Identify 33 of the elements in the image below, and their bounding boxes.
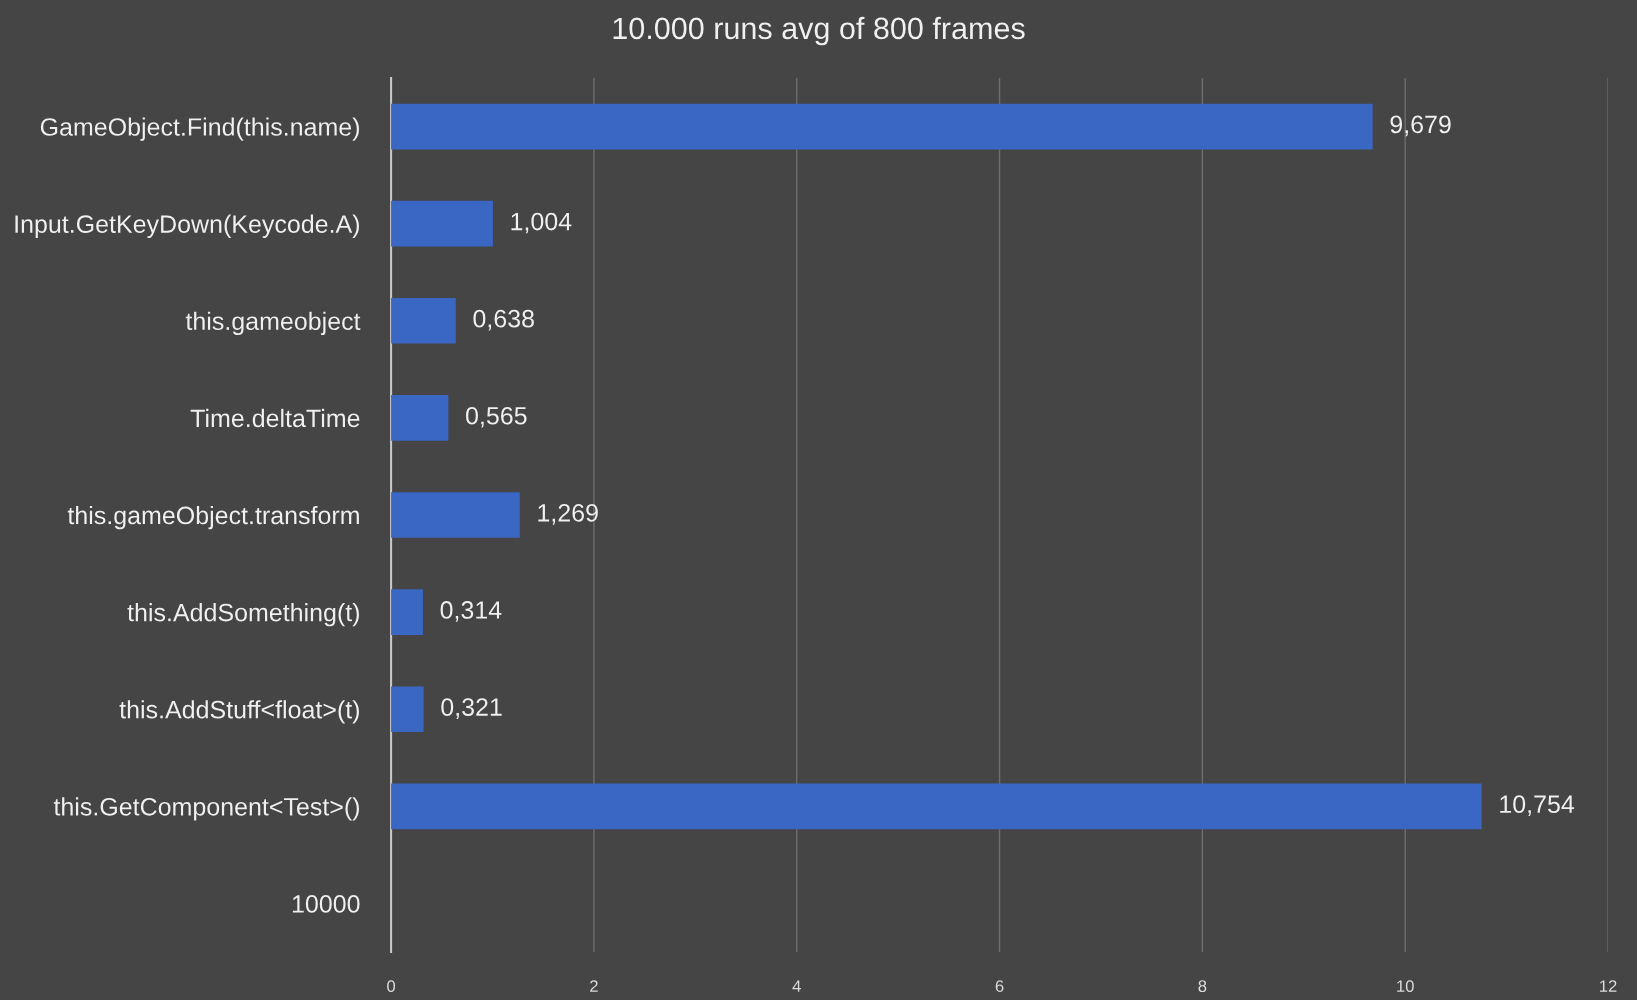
data-label: 1,269 <box>538 504 598 525</box>
x-tick-label: 8 <box>1198 980 1207 993</box>
data-label: 0,638 <box>473 309 534 331</box>
y-tick-label: this.AddStuff<float>(t) <box>119 700 359 724</box>
y-tick-label: this.gameObject.transform <box>67 505 359 530</box>
x-tick-label: 10 <box>1397 980 1414 993</box>
y-tick-label: Input.GetKeyDown(Keycode.A) <box>15 214 359 238</box>
x-tick-label: 2 <box>590 980 598 992</box>
x-tick-label: 12 <box>1600 980 1617 992</box>
bar <box>391 200 493 247</box>
y-tick-label: 10000 <box>292 895 360 913</box>
data-label: 0,314 <box>440 601 502 622</box>
data-label: 10,754 <box>1500 795 1575 816</box>
bar <box>391 103 1373 150</box>
data-label: 0,565 <box>466 406 527 428</box>
y-tick-label: GameObject.Find(this.name) <box>40 117 359 141</box>
y-tick-label: this.gameobject <box>185 311 361 336</box>
x-tick-label: 4 <box>792 980 801 992</box>
y-tick-label: Time.deltaTime <box>190 408 360 428</box>
y-tick-label: this.AddSomething(t) <box>127 603 359 627</box>
bar <box>391 297 456 344</box>
bar <box>391 492 520 538</box>
data-label: 9,679 <box>1390 115 1451 137</box>
data-label: 1,004 <box>511 212 572 234</box>
data-label: 0,321 <box>441 698 502 719</box>
bar <box>391 783 1482 830</box>
x-tick-label: 0 <box>387 980 396 993</box>
bar <box>391 686 424 733</box>
bar <box>391 395 449 441</box>
bar <box>391 589 423 635</box>
x-tick-label: 6 <box>995 980 1004 993</box>
chart-title: 10.000 runs avg of 800 frames <box>613 16 1025 46</box>
y-tick-label: this.GetComponent<Test>() <box>53 797 359 821</box>
